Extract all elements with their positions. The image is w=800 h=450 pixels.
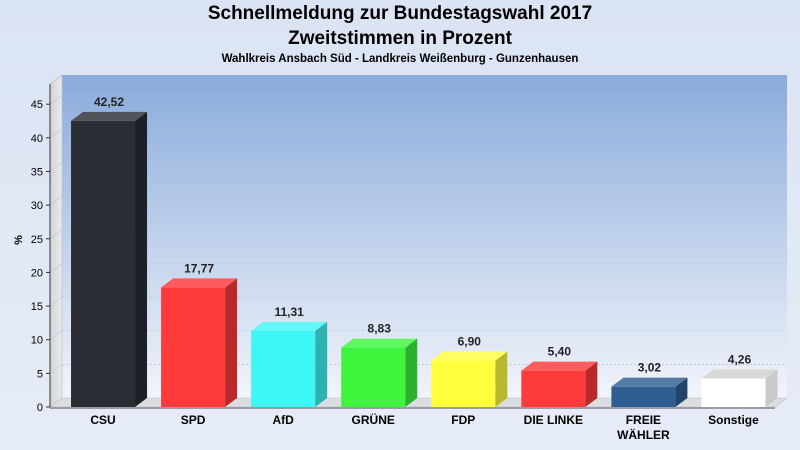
data-label: 6,90 (458, 335, 482, 349)
y-tick-label: 40 (31, 133, 43, 145)
bar-side-face (135, 111, 148, 408)
x-tick-label: DIE LINKE (524, 413, 583, 427)
bar-top-face (341, 338, 418, 348)
x-tick-label: AfD (272, 413, 294, 427)
bar-top-face (521, 361, 598, 371)
y-tick-label: 25 (31, 234, 43, 246)
bar (701, 378, 766, 407)
bar-top-face (611, 377, 688, 387)
data-label: 11,31 (274, 305, 304, 319)
chart-region-subtitle: Wahlkreis Ansbach Süd - Landkreis Weißen… (221, 53, 579, 65)
bar (161, 287, 226, 407)
plot-floor-edge (50, 407, 775, 409)
bar-side-face (675, 377, 688, 407)
x-tick-label: CSU (90, 413, 115, 427)
data-label: 17,77 (184, 261, 214, 275)
bar-top-face (71, 111, 148, 121)
y-tick-label: 20 (31, 267, 43, 279)
bar-top-face (161, 278, 238, 288)
gridline-wall (49, 296, 63, 307)
bar-top-face (251, 321, 328, 331)
y-tick-label: 15 (31, 301, 43, 313)
chart-title: Schnellmeldung zur Bundestagswahl 2017 (207, 3, 593, 24)
bar (251, 330, 316, 407)
gridline-wall (49, 162, 63, 172)
y-axis-label: % (13, 235, 25, 245)
bar-side-face (495, 351, 508, 407)
x-tick-label: FREIE WÄHLER (617, 413, 670, 442)
bar (341, 347, 406, 407)
y-tick-label: 35 (31, 166, 43, 178)
x-tick-label: FDP (451, 413, 475, 427)
gridline-wall (49, 94, 63, 105)
bar-top-face (701, 369, 778, 379)
data-label: 8,83 (368, 322, 392, 336)
y-tick-label: 45 (31, 99, 43, 111)
data-label: 42,52 (94, 95, 124, 109)
x-tick-label: SPD (181, 413, 206, 427)
gridline-wall (49, 364, 63, 374)
gridline-wall (49, 330, 63, 340)
bar (611, 386, 676, 407)
y-tick-label: 30 (31, 200, 43, 212)
bar-side-face (315, 321, 328, 407)
bar (431, 360, 496, 407)
data-label: 4,26 (728, 352, 752, 366)
gridline-wall (49, 195, 63, 206)
bar-side-face (405, 338, 418, 407)
data-label: 3,02 (638, 361, 662, 375)
gridline-wall (49, 229, 63, 239)
bar-side-face (765, 369, 778, 407)
bar-side-face (225, 278, 238, 407)
bar-side-face (585, 361, 598, 407)
bar-top-face (431, 351, 508, 361)
gridline-wall (49, 263, 63, 273)
x-tick-label: GRÜNE (352, 412, 395, 427)
plot-left-wall (49, 74, 63, 408)
y-tick-label: 10 (31, 335, 43, 347)
y-tick-label: 0 (37, 402, 43, 414)
data-label: 5,40 (548, 345, 572, 359)
bar (71, 120, 136, 408)
chart-subtitle: Zweitstimmen in Prozent (288, 28, 512, 49)
gridline-wall (49, 128, 63, 139)
y-tick-label: 5 (37, 368, 43, 380)
x-tick-label: Sonstige (708, 413, 759, 427)
bar (521, 370, 586, 407)
